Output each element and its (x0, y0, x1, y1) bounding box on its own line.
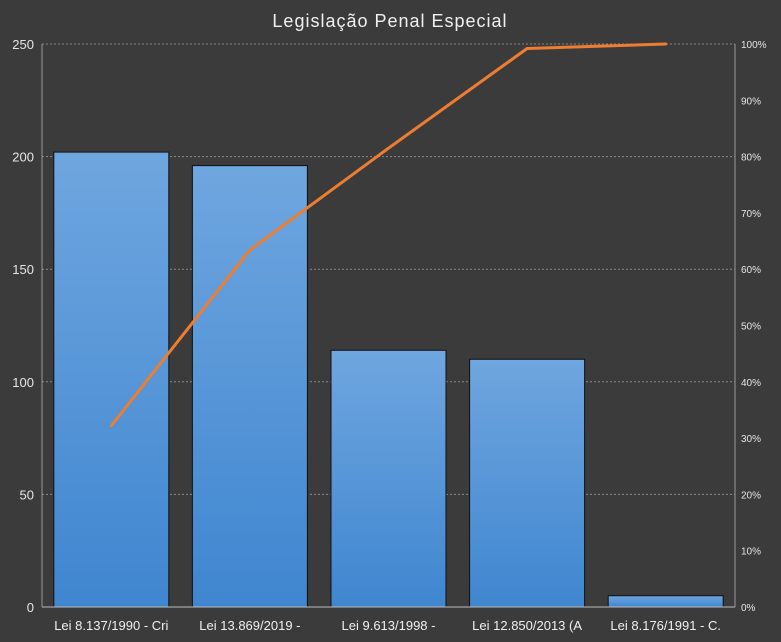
x-tick-label: Lei 9.613/1998 - (342, 618, 436, 633)
bars (53, 151, 724, 608)
gridlines (42, 43, 735, 495)
y2-tick-label: 30% (741, 434, 761, 445)
x-tick-label: Lei 8.137/1990 - Cri (54, 618, 168, 633)
x-tick-label: Lei 12.850/2013 (A (472, 618, 582, 633)
bar (607, 595, 724, 608)
y-axis-left: 0 50 100 150 200 250 (12, 37, 43, 615)
bar (469, 358, 586, 608)
y2-tick-label: 70% (741, 209, 761, 220)
y2-tick-label: 100% (741, 40, 767, 51)
y-tick-label: 250 (12, 37, 34, 52)
y-tick-label: 200 (12, 150, 34, 165)
bar (330, 349, 447, 608)
cumulative-line (109, 42, 668, 428)
y2-tick-label: 90% (741, 96, 761, 107)
x-tick-label: Lei 13.869/2019 - (199, 618, 300, 633)
y2-tick-label: 0% (741, 603, 756, 614)
y2-tick-label: 10% (741, 547, 761, 558)
x-tick-label: Lei 8.176/1991 - C. (610, 618, 721, 633)
bar (191, 165, 308, 608)
y2-tick-label: 80% (741, 153, 761, 164)
y2-tick-label: 60% (741, 265, 761, 276)
bar (53, 151, 170, 608)
x-axis: Lei 8.137/1990 - Cri Lei 13.869/2019 - Lei… (42, 606, 735, 633)
y2-tick-label: 50% (741, 322, 761, 333)
y2-tick-label: 40% (741, 378, 761, 389)
y-tick-label: 150 (12, 262, 34, 277)
y-tick-label: 0 (27, 600, 34, 615)
y2-tick-label: 20% (741, 490, 761, 501)
y-tick-label: 100 (12, 375, 34, 390)
y-axis-right: 0% 10% 20% 30% 40% 50% 60% 70% 80% 90% 100% (734, 40, 767, 614)
chart-title: Legislação Penal Especial (272, 11, 507, 31)
cumulative-percent-line (109, 42, 668, 428)
y-tick-label: 50 (20, 487, 34, 502)
